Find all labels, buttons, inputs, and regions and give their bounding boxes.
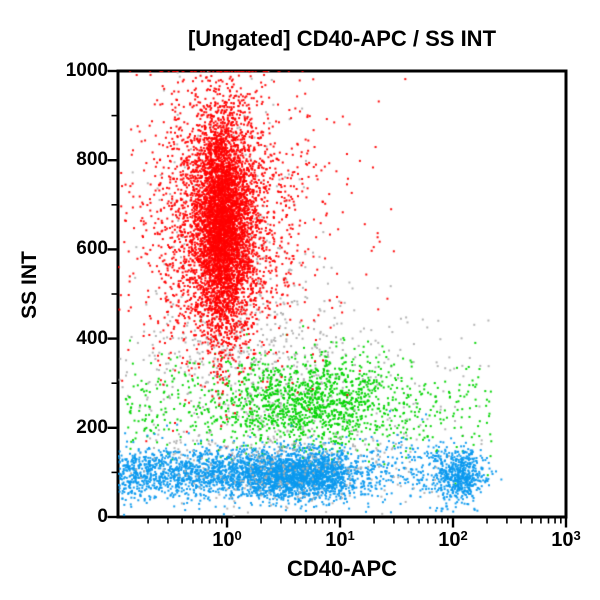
y-tick-label: 1000 [65, 60, 108, 81]
y-tick-label: 600 [76, 238, 108, 260]
x-axis-label: CD40-APC [286, 556, 398, 581]
y-tick-label: 0 [97, 506, 108, 527]
y-tick-label: 200 [76, 416, 108, 438]
y-tick-label: 800 [76, 149, 108, 171]
x-tick-label: 102 [438, 528, 468, 551]
scatter-canvas [118, 71, 566, 517]
y-tick-label: 400 [76, 327, 108, 349]
x-tick-label: 101 [325, 528, 355, 551]
x-tick-label: 100 [212, 528, 242, 551]
plot-title: [Ungated] CD40-APC / SS INT [187, 26, 497, 51]
x-tick-label: 103 [551, 528, 581, 551]
